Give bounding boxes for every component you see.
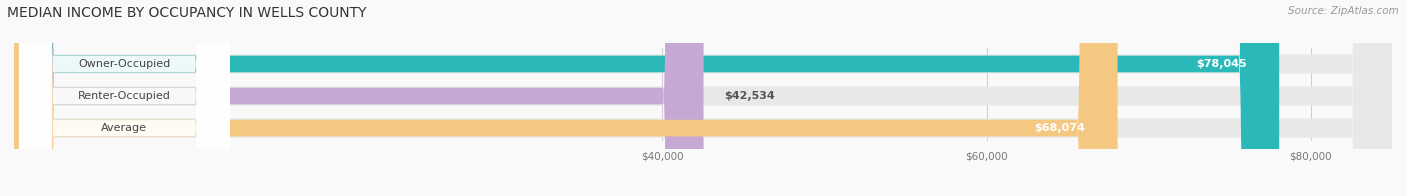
FancyBboxPatch shape (14, 0, 1392, 196)
Text: Source: ZipAtlas.com: Source: ZipAtlas.com (1288, 6, 1399, 16)
Text: Owner-Occupied: Owner-Occupied (79, 59, 170, 69)
FancyBboxPatch shape (18, 0, 229, 196)
FancyBboxPatch shape (14, 0, 1392, 196)
Text: $42,534: $42,534 (724, 91, 775, 101)
Text: Average: Average (101, 123, 148, 133)
Text: MEDIAN INCOME BY OCCUPANCY IN WELLS COUNTY: MEDIAN INCOME BY OCCUPANCY IN WELLS COUN… (7, 6, 367, 20)
FancyBboxPatch shape (18, 0, 229, 196)
Text: Renter-Occupied: Renter-Occupied (77, 91, 170, 101)
FancyBboxPatch shape (18, 0, 229, 196)
Text: $68,074: $68,074 (1035, 123, 1085, 133)
FancyBboxPatch shape (14, 0, 1392, 196)
Text: $78,045: $78,045 (1197, 59, 1247, 69)
FancyBboxPatch shape (14, 0, 703, 196)
FancyBboxPatch shape (14, 0, 1279, 196)
FancyBboxPatch shape (14, 0, 1118, 196)
